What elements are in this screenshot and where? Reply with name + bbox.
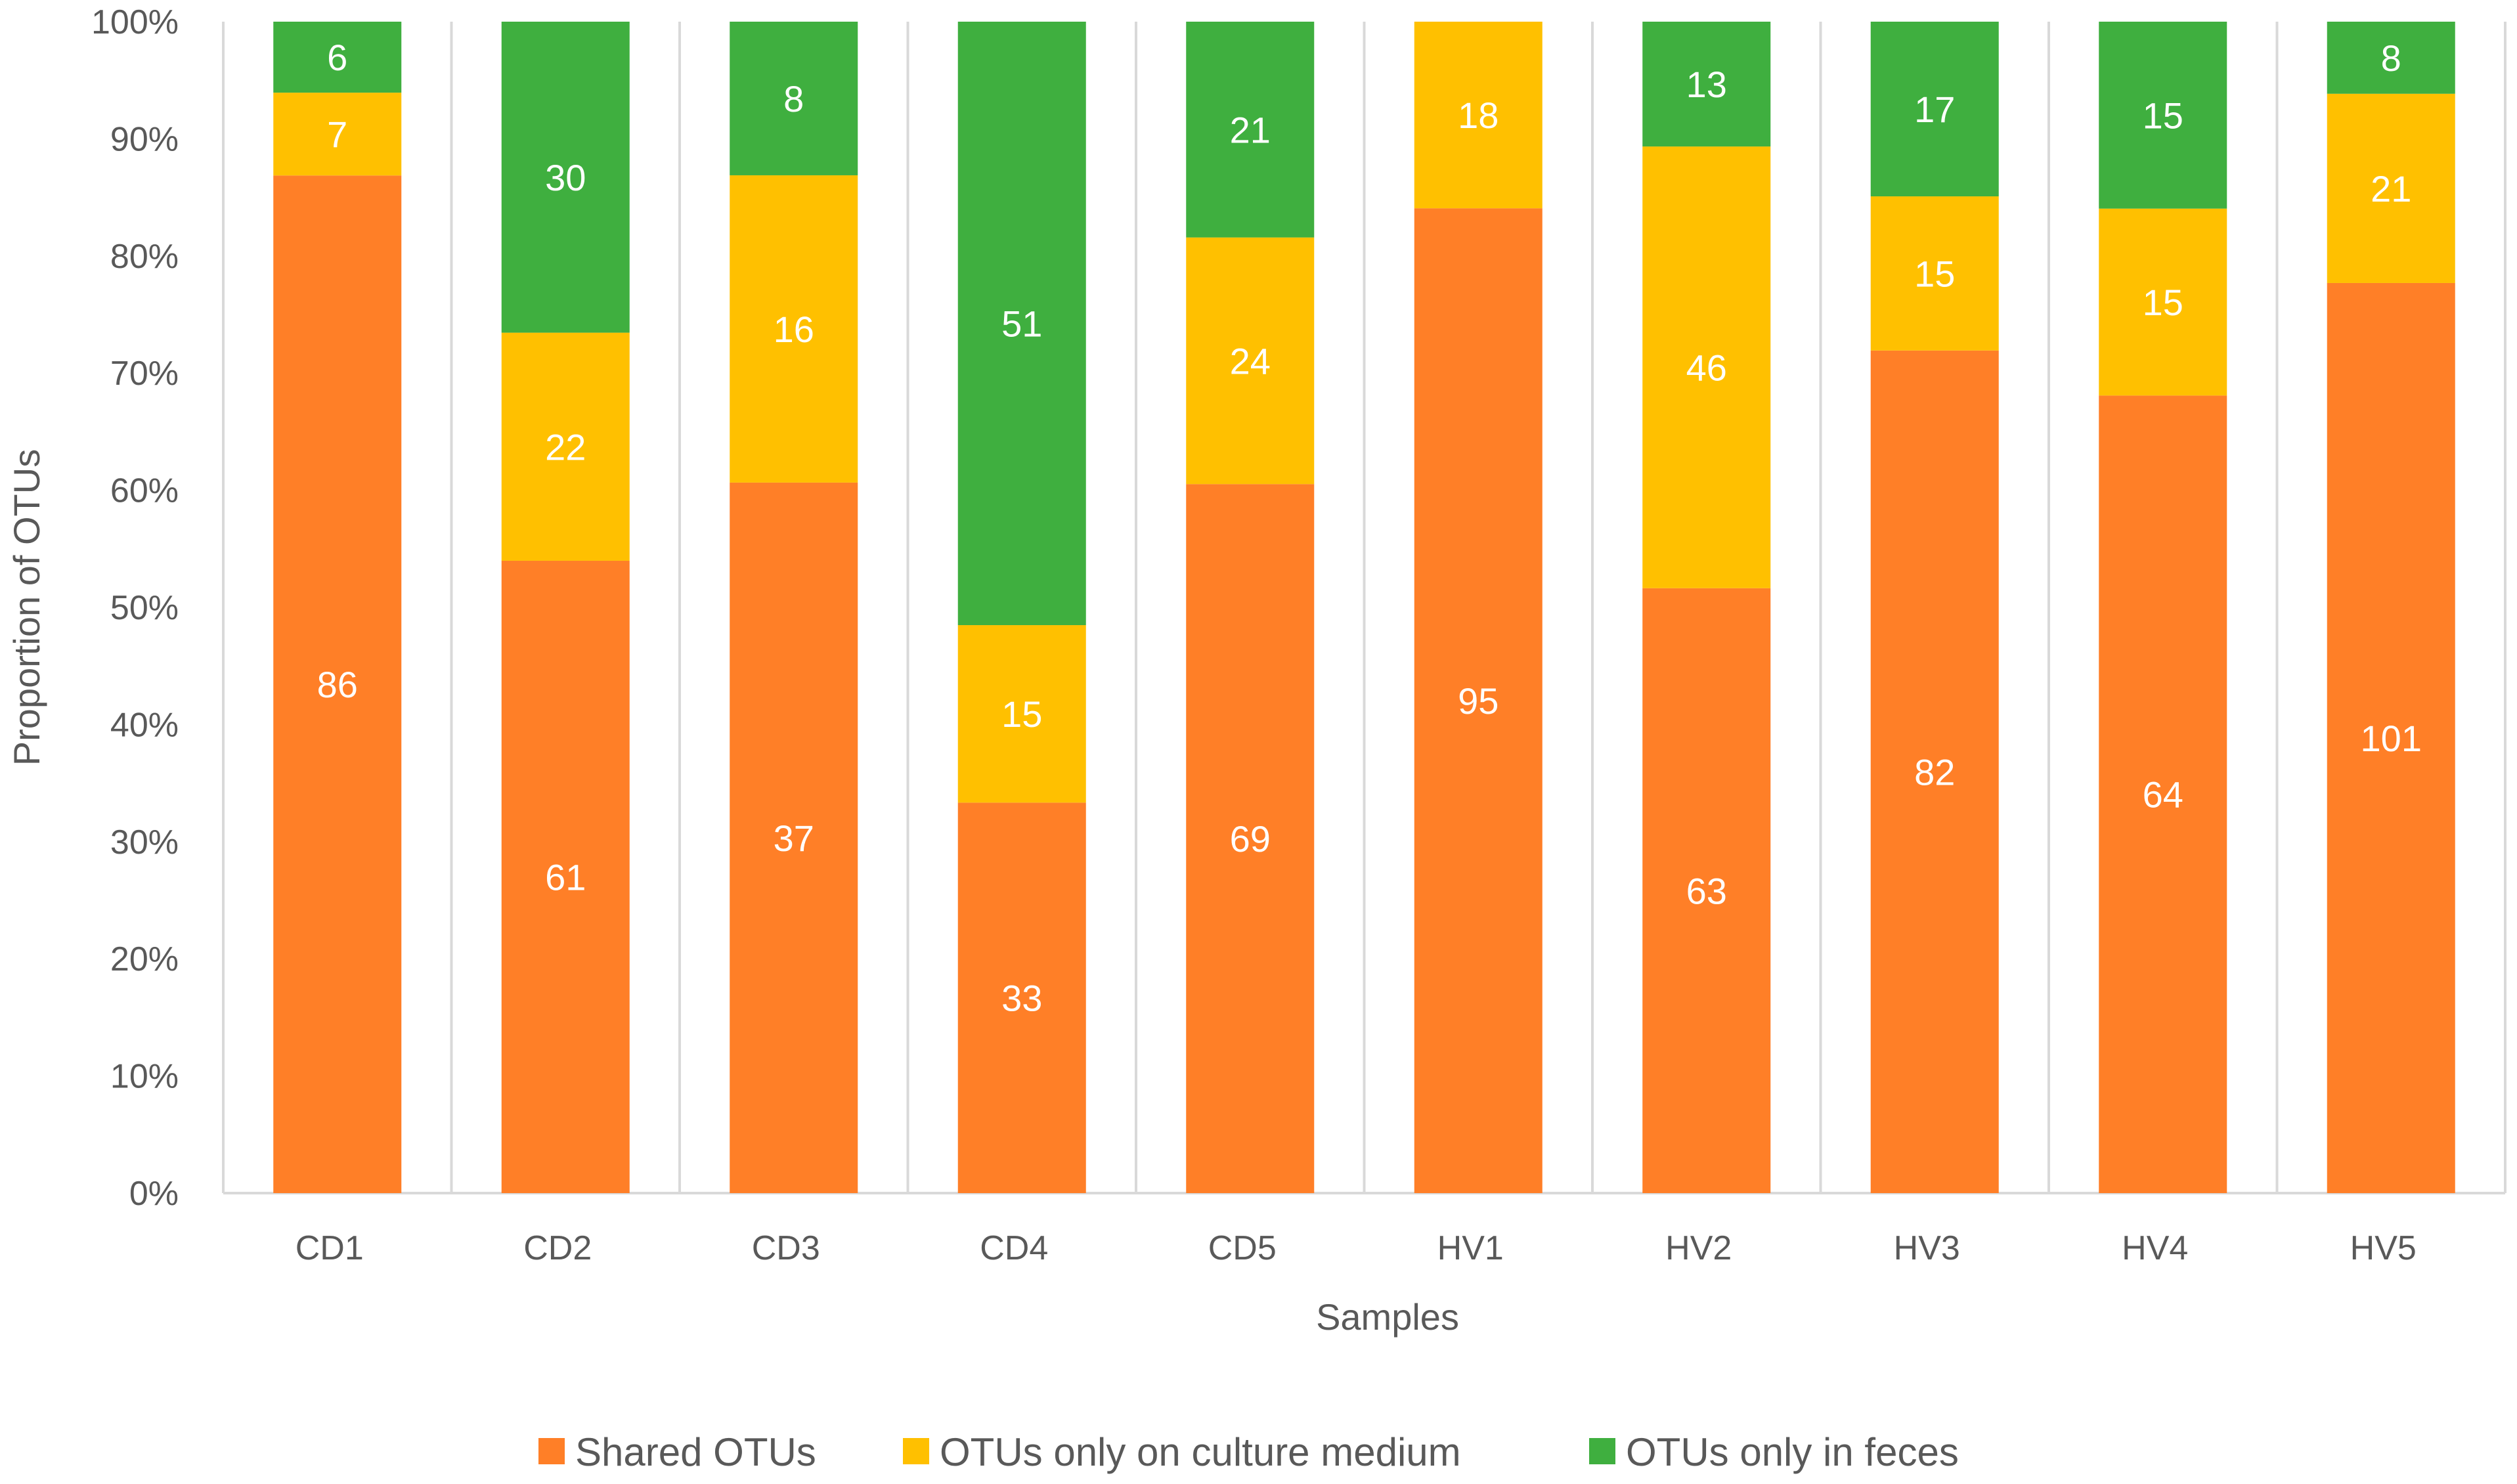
data-label: 46 xyxy=(1686,347,1727,388)
data-label: 69 xyxy=(1230,818,1271,860)
bar-segment xyxy=(730,482,858,1193)
x-axis-title: Samples xyxy=(1316,1296,1459,1338)
data-label: 95 xyxy=(1458,680,1499,722)
data-label: 7 xyxy=(327,114,347,155)
y-tick-label: 40% xyxy=(110,706,179,744)
bar-segment xyxy=(957,625,1086,803)
bar-segment xyxy=(273,93,402,176)
bar-segment xyxy=(730,175,858,483)
legend-swatch xyxy=(903,1438,929,1464)
bar-segment xyxy=(2099,22,2227,209)
bar-segment xyxy=(2099,208,2227,396)
x-tick-label: HV4 xyxy=(2122,1229,2188,1267)
legend-label: OTUs only in feces xyxy=(1626,1430,1959,1474)
legend-label: Shared OTUs xyxy=(575,1430,816,1474)
x-tick-label: HV3 xyxy=(1894,1229,1960,1267)
bar-segment xyxy=(2327,22,2455,94)
y-tick-label: 0% xyxy=(129,1175,179,1213)
data-label: 21 xyxy=(1230,109,1271,150)
data-label: 30 xyxy=(545,157,586,198)
bar-segment xyxy=(1642,588,1771,1193)
bar-segment xyxy=(501,22,630,333)
bar-segment xyxy=(1642,146,1771,588)
y-tick-label: 100% xyxy=(91,3,179,41)
bar-segment xyxy=(2099,395,2227,1193)
data-label: 37 xyxy=(774,818,814,859)
legend-swatch xyxy=(1589,1438,1615,1464)
y-tick-label: 90% xyxy=(110,120,179,158)
bar-segment xyxy=(1870,196,1999,351)
bar-segment xyxy=(273,175,402,1193)
x-tick-label: HV5 xyxy=(2350,1229,2417,1267)
bar-segment xyxy=(1870,22,1999,197)
data-label: 21 xyxy=(2371,168,2411,209)
legend: Shared OTUs OTUs only on culture medium OT… xyxy=(538,1430,1959,1474)
data-label: 8 xyxy=(783,78,804,120)
data-label: 15 xyxy=(1001,693,1042,735)
bar-segment xyxy=(1186,237,1315,485)
data-label: 61 xyxy=(545,856,586,898)
bar-segment xyxy=(1186,484,1315,1194)
bar-segment xyxy=(957,802,1086,1193)
data-label: 15 xyxy=(2143,282,2183,323)
bar-segment xyxy=(501,332,630,561)
y-tick-label: 50% xyxy=(110,589,179,627)
y-tick-label: 60% xyxy=(110,472,179,510)
data-label: 33 xyxy=(1001,978,1042,1019)
data-label: 6 xyxy=(327,37,347,78)
bar-segment xyxy=(273,22,402,93)
data-label: 82 xyxy=(1914,751,1955,793)
data-label: 8 xyxy=(2381,37,2401,79)
y-tick-label: 20% xyxy=(110,940,179,978)
data-label: 22 xyxy=(545,426,586,468)
data-label: 15 xyxy=(1914,253,1955,294)
data-label: 15 xyxy=(2143,95,2183,136)
y-tick-label: 10% xyxy=(110,1058,179,1096)
x-tick-label: CD3 xyxy=(752,1229,820,1267)
bar-segment xyxy=(2327,93,2455,283)
data-label: 51 xyxy=(1001,303,1042,345)
bar-segment xyxy=(730,22,858,175)
data-label: 13 xyxy=(1686,64,1727,105)
x-tick-label: HV2 xyxy=(1665,1229,1732,1267)
data-label: 24 xyxy=(1230,340,1271,382)
bar-segment xyxy=(501,560,630,1193)
x-tick-label: HV1 xyxy=(1437,1229,1504,1267)
data-label: 16 xyxy=(774,309,814,350)
bar-segment xyxy=(1186,22,1315,238)
bar-segment xyxy=(2327,282,2455,1193)
legend-swatch xyxy=(538,1438,565,1464)
y-tick-label: 70% xyxy=(110,355,179,393)
data-label: 63 xyxy=(1686,870,1727,911)
data-label: 17 xyxy=(1914,89,1955,130)
axis-ticks: 0% 10% 20% 30% 40% 50% 60% 70% 80% 90% 100% CD1 CD2 C… xyxy=(91,3,2417,1267)
y-tick-label: 30% xyxy=(110,823,179,862)
bar-segment xyxy=(1642,22,1771,147)
bar-segment xyxy=(1414,22,1543,209)
y-axis-title: Proportion of OTUs xyxy=(6,449,47,766)
bar-segment xyxy=(957,22,1086,626)
bar-segment xyxy=(1414,208,1543,1193)
x-tick-label: CD5 xyxy=(1208,1229,1277,1267)
x-tick-label: CD4 xyxy=(980,1229,1048,1267)
bar-segment xyxy=(1870,350,1999,1193)
bars: 8676612230371683315516924219518634613821… xyxy=(273,22,2455,1194)
x-tick-label: CD1 xyxy=(295,1229,364,1267)
x-tick-label: CD2 xyxy=(523,1229,592,1267)
y-tick-label: 80% xyxy=(110,238,179,276)
data-label: 64 xyxy=(2143,774,2183,816)
data-label: 86 xyxy=(317,664,358,705)
legend-label: OTUs only on culture medium xyxy=(940,1430,1461,1474)
data-label: 18 xyxy=(1458,95,1499,136)
data-label: 101 xyxy=(2361,718,2422,759)
